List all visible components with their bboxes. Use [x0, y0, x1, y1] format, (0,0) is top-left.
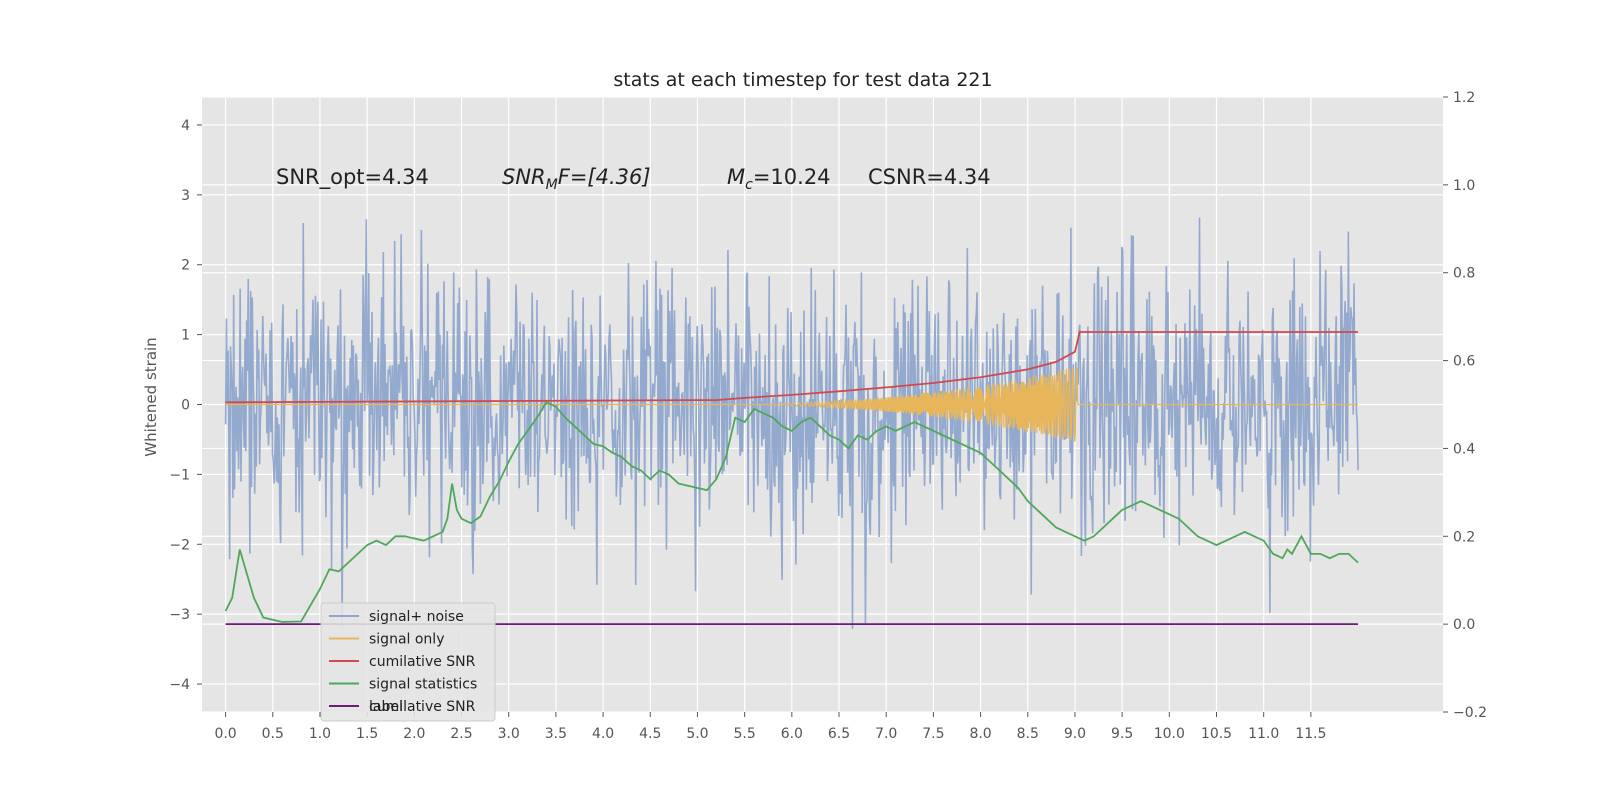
x-tick-label: 6.0	[781, 726, 803, 742]
legend-ghost-text: cumilative SNR	[369, 699, 476, 715]
legend-items: signal+ noise signal only cumilative SNR si…	[329, 609, 477, 715]
annotation-snr-mf-base: SNR	[502, 165, 546, 189]
y-tick-label-left: 2	[181, 258, 190, 274]
x-tick-label: 10.5	[1201, 726, 1232, 742]
x-tick-label: 4.5	[639, 726, 661, 742]
y-tick-label-right: 0.4	[1453, 441, 1475, 457]
x-tick-label: 8.5	[1017, 726, 1039, 742]
x-tick-label: 11.0	[1248, 726, 1279, 742]
annotation-snr-mf-rest: F=[4.36]	[558, 165, 651, 189]
chart-title: stats at each timestep for test data 221	[613, 69, 992, 91]
annotation-snr-opt: SNR_opt=4.34	[276, 165, 429, 190]
annotation-mc: Mc=10.24	[727, 165, 831, 193]
legend-label: cumilative SNR	[369, 654, 476, 670]
y-axis-label: Whitened strain	[142, 337, 160, 456]
x-tick-label: 2.0	[403, 726, 425, 742]
y-tick-label-left: 0	[181, 398, 190, 414]
x-tick-label: 9.0	[1064, 726, 1086, 742]
series-signal-noise	[224, 217, 1359, 629]
x-tick-label: 9.5	[1111, 726, 1133, 742]
y-tick-label-left: −1	[169, 467, 190, 483]
series-line-signal-statistics	[224, 401, 1359, 623]
y-tick-label-left: 4	[181, 118, 190, 134]
series-signal-only	[225, 366, 1359, 442]
annotation-csnr: CSNR=4.34	[868, 165, 991, 189]
y-tick-label-right: 0.0	[1453, 617, 1475, 633]
annotation-mc-sub: c	[745, 177, 753, 193]
annotation-mc-rest: =10.24	[753, 165, 831, 189]
y-tick-label-left: −3	[169, 607, 190, 623]
y-tick-label-right: 0.2	[1453, 529, 1475, 545]
x-tick-label: 0.0	[214, 726, 236, 742]
x-tick-label: 3.0	[498, 726, 520, 742]
x-tick-label: 8.0	[969, 726, 991, 742]
y-tick-label-left: 1	[181, 328, 190, 344]
legend-label: signal statistics	[369, 677, 477, 693]
legend: cumilative SNR signal+ noise signal only c…	[320, 602, 496, 722]
y-tick-label-right: 0.8	[1453, 266, 1475, 282]
x-tick-label: 0.5	[262, 726, 284, 742]
x-tick-label: 6.5	[828, 726, 850, 742]
y-tick-label-left: −4	[169, 677, 190, 693]
legend-label: label	[369, 699, 403, 715]
x-tick-label: 3.5	[545, 726, 567, 742]
y-tick-label-right: −0.2	[1453, 705, 1487, 721]
x-tick-label: 5.5	[734, 726, 756, 742]
x-tick-label: 2.5	[450, 726, 472, 742]
annotation-snr-mf: SNRMF=[4.36]	[502, 165, 651, 193]
x-tick-label: 1.0	[309, 726, 331, 742]
series-line-cumilative-snr	[225, 331, 1359, 404]
x-tick-label: 5.0	[686, 726, 708, 742]
x-tick-label: 4.0	[592, 726, 614, 742]
y-tick-label-left: 3	[181, 188, 190, 204]
annotation-mc-base: M	[727, 165, 745, 189]
series-line-signal-noise	[224, 217, 1359, 629]
legend-label: signal+ noise	[369, 609, 464, 625]
annotation-snr-mf-sub: M	[546, 177, 558, 193]
x-tick-label: 10.0	[1154, 726, 1185, 742]
axes: 0.0 0.5 1.0 1.5 2.0 2.5 3.0 3.5 4.0 4.5 5.0 5.5 6.0 6…	[169, 90, 1487, 742]
y-tick-label-right: 1.2	[1453, 90, 1475, 106]
x-tick-label: 7.0	[875, 726, 897, 742]
legend-label: signal only	[369, 632, 444, 648]
x-tick-label: 7.5	[922, 726, 944, 742]
legend-box	[320, 602, 496, 722]
y-tick-label-right: 0.6	[1453, 354, 1475, 370]
x-tick-label: 11.5	[1295, 726, 1326, 742]
series-line-signal-only	[225, 366, 1359, 442]
y-tick-label-right: 1.0	[1453, 178, 1475, 194]
y-tick-label-left: −2	[169, 537, 190, 553]
x-tick-label: 1.5	[356, 726, 378, 742]
